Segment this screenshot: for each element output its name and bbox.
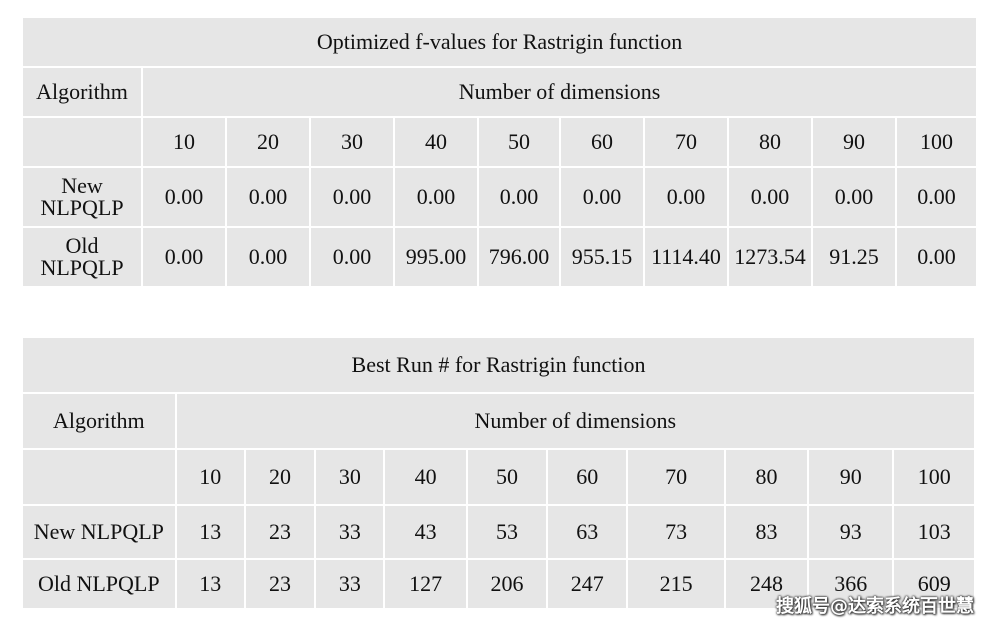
value-cell: 73 — [626, 504, 726, 560]
table-row: Old NLPQLP 0.00 0.00 0.00 995.00 796.00 … — [21, 226, 979, 288]
dimension-header: 40 — [383, 448, 468, 506]
watermark: 搜狐号@达索系统百世慧 — [776, 596, 974, 617]
dimension-header: 80 — [727, 116, 813, 168]
value-cell: 33 — [314, 558, 386, 610]
value-cell: 0.00 — [393, 166, 479, 228]
value-cell: 23 — [243, 504, 317, 560]
row-label: Old NLPQLP — [21, 226, 143, 288]
value-cell: 53 — [465, 504, 549, 560]
value-cell: 91.25 — [811, 226, 897, 288]
dimension-header: 90 — [811, 116, 897, 168]
row-label: New NLPQLP — [21, 166, 143, 228]
dimension-header: 70 — [626, 448, 726, 506]
dimension-header: 50 — [477, 116, 561, 168]
dimension-header: 20 — [225, 116, 311, 168]
table-row: New NLPQLP 0.00 0.00 0.00 0.00 0.00 0.00… — [21, 166, 979, 228]
value-cell: 0.00 — [727, 166, 813, 228]
dimension-header: 50 — [465, 448, 549, 506]
value-cell: 609 — [892, 558, 976, 610]
value-cell: 127 — [383, 558, 468, 610]
table-title: Optimized f-values for Rastrigin functio… — [20, 16, 979, 68]
value-cell: 0.00 — [559, 166, 645, 228]
value-cell: 13 — [174, 558, 246, 610]
value-cell: 247 — [546, 558, 629, 610]
value-cell: 0.00 — [811, 166, 897, 228]
value-cell: 796.00 — [477, 226, 561, 288]
value-cell: 23 — [243, 558, 317, 610]
value-cell: 103 — [892, 504, 976, 560]
value-cell: 995.00 — [393, 226, 479, 288]
dimension-header: 10 — [141, 116, 227, 168]
value-cell: 0.00 — [894, 166, 979, 228]
value-cell: 1114.40 — [643, 226, 729, 288]
value-cell: 13 — [174, 504, 246, 560]
dimension-header: 90 — [807, 448, 895, 506]
value-cell: 83 — [723, 504, 810, 560]
value-cell: 0.00 — [309, 166, 395, 228]
row-label: New NLPQLP — [21, 504, 177, 560]
empty-header-cell — [21, 448, 177, 506]
dimension-header: 10 — [174, 448, 246, 506]
value-cell: 366 — [807, 558, 895, 610]
value-cell: 33 — [314, 504, 386, 560]
value-cell: 0.00 — [309, 226, 395, 288]
value-cell: 0.00 — [894, 226, 979, 288]
algorithm-header: Algorithm — [21, 392, 177, 450]
value-cell: 955.15 — [559, 226, 645, 288]
dimension-header: 20 — [243, 448, 317, 506]
value-cell: 206 — [465, 558, 549, 610]
best-run-table: Best Run # for Rastrigin function Algori… — [21, 336, 977, 610]
dimension-header: 30 — [314, 448, 386, 506]
dimension-header: 80 — [723, 448, 810, 506]
optimized-f-values-table: Optimized f-values for Rastrigin functio… — [20, 16, 979, 288]
table-row: Old NLPQLP 13 23 33 127 206 247 215 248 … — [21, 558, 976, 610]
table-row: New NLPQLP 13 23 33 43 53 63 73 83 93 10… — [21, 504, 976, 560]
dimension-header: 100 — [894, 116, 979, 168]
dimensions-header: Number of dimensions — [140, 66, 979, 118]
value-cell: 0.00 — [141, 226, 227, 288]
table-title: Best Run # for Rastrigin function — [21, 336, 976, 394]
value-cell: 0.00 — [225, 166, 311, 228]
value-cell: 0.00 — [477, 166, 561, 228]
dimension-header: 40 — [393, 116, 479, 168]
dimension-header: 100 — [892, 448, 976, 506]
value-cell: 248 — [723, 558, 810, 610]
value-cell: 63 — [546, 504, 629, 560]
value-cell: 1273.54 — [727, 226, 813, 288]
algorithm-header: Algorithm — [21, 66, 143, 118]
value-cell: 43 — [383, 504, 468, 560]
value-cell: 0.00 — [643, 166, 729, 228]
dimension-header: 60 — [546, 448, 629, 506]
row-label: Old NLPQLP — [21, 558, 177, 610]
dimensions-header: Number of dimensions — [174, 392, 977, 450]
empty-header-cell — [21, 116, 143, 168]
value-cell: 0.00 — [141, 166, 227, 228]
value-cell: 93 — [807, 504, 895, 560]
value-cell: 0.00 — [225, 226, 311, 288]
dimension-header: 60 — [559, 116, 645, 168]
dimension-header: 30 — [309, 116, 395, 168]
dimension-header: 70 — [643, 116, 729, 168]
value-cell: 215 — [626, 558, 726, 610]
